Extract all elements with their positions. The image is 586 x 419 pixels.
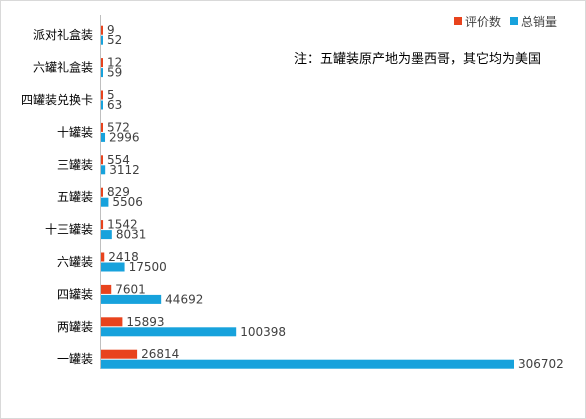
value-label-sales: 44692 — [165, 292, 203, 306]
bar-reviews — [101, 25, 103, 35]
bar-reviews — [101, 349, 138, 359]
bar-sales — [101, 132, 106, 142]
category-label: 两罐装 — [57, 320, 93, 334]
bar-reviews — [101, 220, 104, 230]
value-label-sales: 100398 — [240, 325, 286, 339]
chart-annotation: 注：五罐装原产地为墨西哥，其它均为美国 — [294, 51, 541, 67]
value-label-sales: 5506 — [112, 195, 143, 209]
value-label-reviews: 9 — [107, 23, 115, 37]
bar-sales — [101, 230, 112, 240]
bar-reviews — [101, 317, 123, 327]
legend-swatch-reviews — [454, 17, 462, 25]
value-label-reviews: 1542 — [107, 218, 138, 232]
bar-reviews — [101, 284, 112, 294]
category-label: 四罐装 — [57, 287, 93, 301]
bar-sales — [101, 262, 125, 272]
category-label: 十三罐装 — [45, 223, 93, 237]
value-label-reviews: 7601 — [115, 282, 146, 296]
value-label-reviews: 829 — [107, 185, 130, 199]
bar-reviews — [101, 187, 103, 197]
value-label-sales: 63 — [107, 98, 122, 112]
value-label-reviews: 5 — [107, 88, 115, 102]
category-label: 一罐装 — [57, 352, 93, 366]
value-label-reviews: 26814 — [141, 347, 179, 361]
value-label-sales: 8031 — [116, 228, 147, 242]
value-label-reviews: 15893 — [126, 315, 164, 329]
category-label: 六罐礼盒装 — [33, 60, 93, 75]
bar-sales — [101, 359, 514, 369]
bar-reviews — [101, 122, 103, 132]
value-label-sales: 52 — [107, 33, 122, 47]
bar-reviews — [101, 90, 103, 100]
bar-reviews — [101, 252, 105, 262]
legend-label-sales: 总销量 — [521, 15, 557, 29]
category-label: 十罐装 — [57, 125, 93, 139]
category-label: 三罐装 — [57, 158, 93, 172]
value-label-sales: 59 — [107, 66, 122, 80]
bar-sales — [101, 68, 103, 78]
bar-sales — [101, 294, 162, 304]
legend: 评价数 总销量 — [454, 14, 557, 29]
value-label-sales: 306702 — [518, 357, 564, 371]
legend-swatch-sales — [510, 17, 518, 25]
category-label: 四罐装兑换卡 — [21, 93, 93, 107]
bar-reviews — [101, 58, 103, 68]
value-label-sales: 3112 — [109, 163, 140, 177]
category-label: 六罐装 — [57, 255, 93, 269]
bar-sales — [101, 35, 103, 45]
legend-label-reviews: 评价数 — [465, 14, 501, 29]
value-label-reviews: 572 — [107, 120, 130, 134]
value-label-sales: 2996 — [109, 130, 140, 144]
value-label-reviews: 2418 — [108, 250, 139, 264]
value-label-reviews: 12 — [107, 56, 122, 70]
bar-sales — [101, 165, 106, 175]
category-label: 派对礼盒装 — [33, 27, 93, 42]
bar-sales — [101, 197, 109, 207]
category-label: 五罐装 — [57, 190, 93, 204]
value-label-reviews: 554 — [107, 153, 130, 167]
bar-sales — [101, 327, 237, 337]
bar-sales — [101, 100, 103, 110]
value-label-sales: 17500 — [129, 260, 167, 274]
bar-reviews — [101, 155, 103, 165]
